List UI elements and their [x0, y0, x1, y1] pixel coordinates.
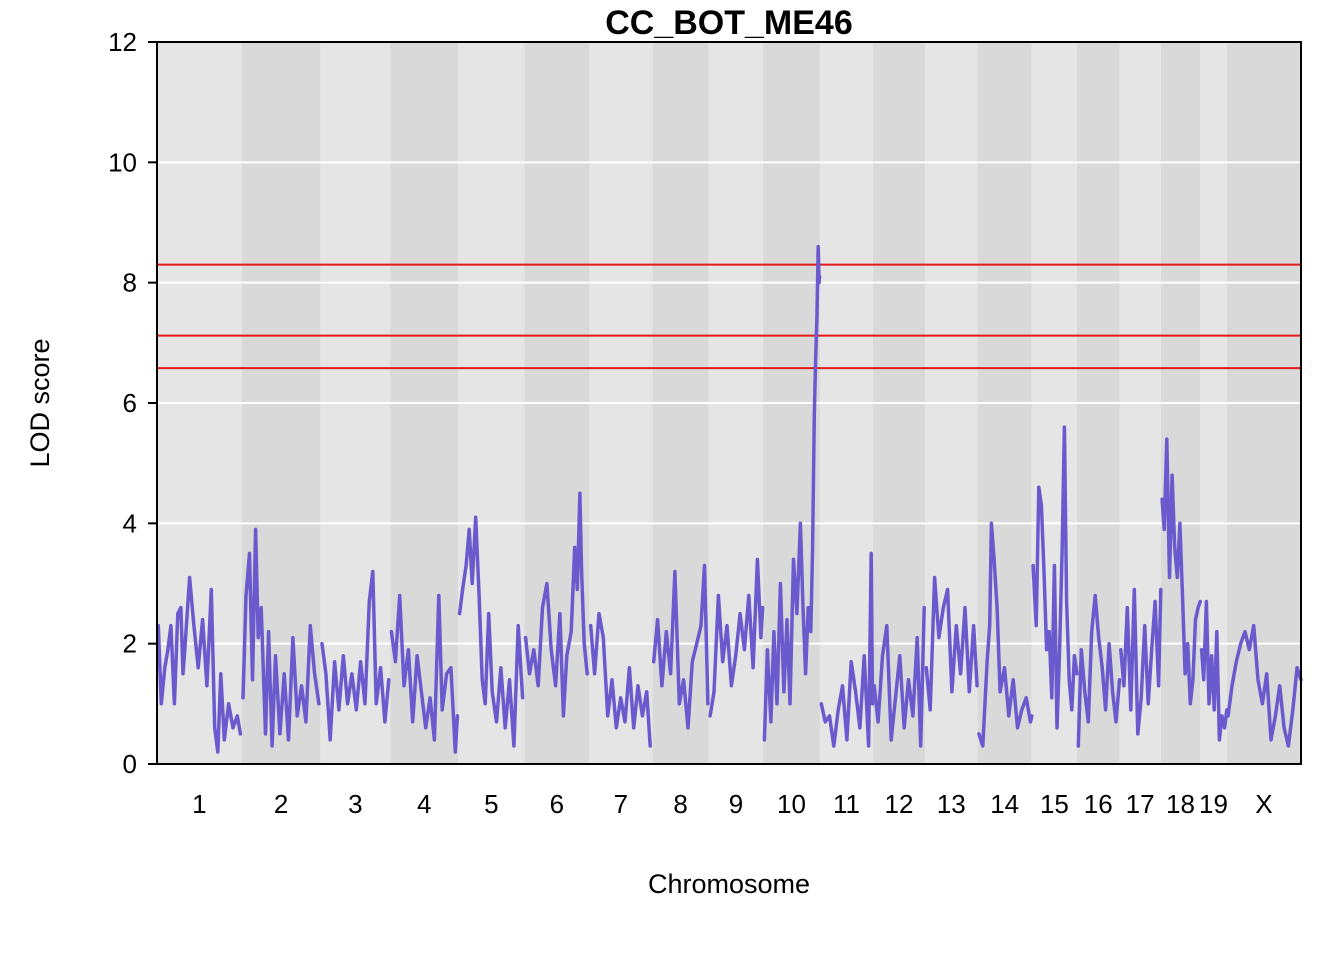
x-tick-label-chr-5: 5: [484, 789, 498, 819]
x-tick-label-chr-4: 4: [417, 789, 431, 819]
y-tick-label-0: 0: [123, 749, 137, 779]
x-tick-label-chr-15: 15: [1040, 789, 1069, 819]
y-axis-label: LOD score: [25, 338, 55, 467]
lod-line-chr-15: [1031, 425, 1079, 730]
lod-curve: [156, 244, 1303, 754]
x-tick-label-chr-2: 2: [274, 789, 288, 819]
lod-line-chr-16: [1076, 593, 1122, 748]
lod-line-chr-10: [762, 244, 822, 742]
lod-line-chr-13: [924, 575, 979, 712]
lod-line-chr-6: [523, 491, 589, 718]
x-tick-label-chr-7: 7: [614, 789, 628, 819]
x-tick-label-chr-10: 10: [777, 789, 806, 819]
lod-line-chr-8: [651, 563, 710, 730]
y-tick-label-4: 4: [123, 508, 137, 538]
x-tick-label-chr-9: 9: [729, 789, 743, 819]
x-tick-label-chr-X: X: [1255, 789, 1272, 819]
x-tick-label-chr-18: 18: [1166, 789, 1195, 819]
lod-line-chr-11: [819, 551, 875, 748]
lod-line-chr-2: [241, 527, 321, 748]
significance-thresholds: [157, 263, 1301, 370]
x-tick-label-chr-12: 12: [885, 789, 914, 819]
y-tick-label-12: 12: [108, 27, 137, 57]
lod-line-chr-1: [156, 575, 243, 754]
lod-line-chr-14: [977, 521, 1034, 748]
lod-line-chr-19: [1199, 599, 1229, 742]
lod-line-chr-5: [457, 515, 525, 748]
x-axis: 1 2 3 4 5 6 7 8 9 10 11 12 13 14 15 16 17 18 19 X: [192, 789, 1272, 819]
y-tick-label-2: 2: [123, 629, 137, 659]
lod-line-chr-12: [872, 605, 926, 748]
x-tick-label-chr-11: 11: [833, 789, 860, 819]
x-tick-label-chr-8: 8: [673, 789, 687, 819]
x-tick-label-chr-13: 13: [937, 789, 966, 819]
x-tick-label-chr-19: 19: [1199, 789, 1228, 819]
lod-line-chr-X: [1226, 623, 1303, 748]
x-tick-label-chr-17: 17: [1126, 789, 1155, 819]
x-tick-label-chr-16: 16: [1084, 789, 1113, 819]
x-axis-label: Chromosome: [648, 869, 810, 899]
y-tick-label-8: 8: [123, 268, 137, 298]
lod-line-chr-7: [588, 611, 652, 748]
x-tick-label-chr-3: 3: [348, 789, 362, 819]
lod-line-chr-9: [708, 557, 765, 718]
y-axis: 0 2 4 6 8 10 12: [108, 27, 158, 779]
lod-line-chr-17: [1119, 587, 1163, 736]
x-tick-label-chr-14: 14: [990, 789, 1019, 819]
lod-line-chr-18: [1160, 437, 1203, 706]
x-tick-label-chr-6: 6: [550, 789, 564, 819]
lod-line-chr-4: [389, 593, 460, 754]
y-tick-label-6: 6: [123, 388, 137, 418]
lod-line-chr-3: [320, 569, 391, 742]
y-tick-label-10: 10: [108, 147, 137, 177]
chart-title: CC_BOT_ME46: [605, 4, 853, 42]
x-tick-label-chr-1: 1: [192, 789, 206, 819]
